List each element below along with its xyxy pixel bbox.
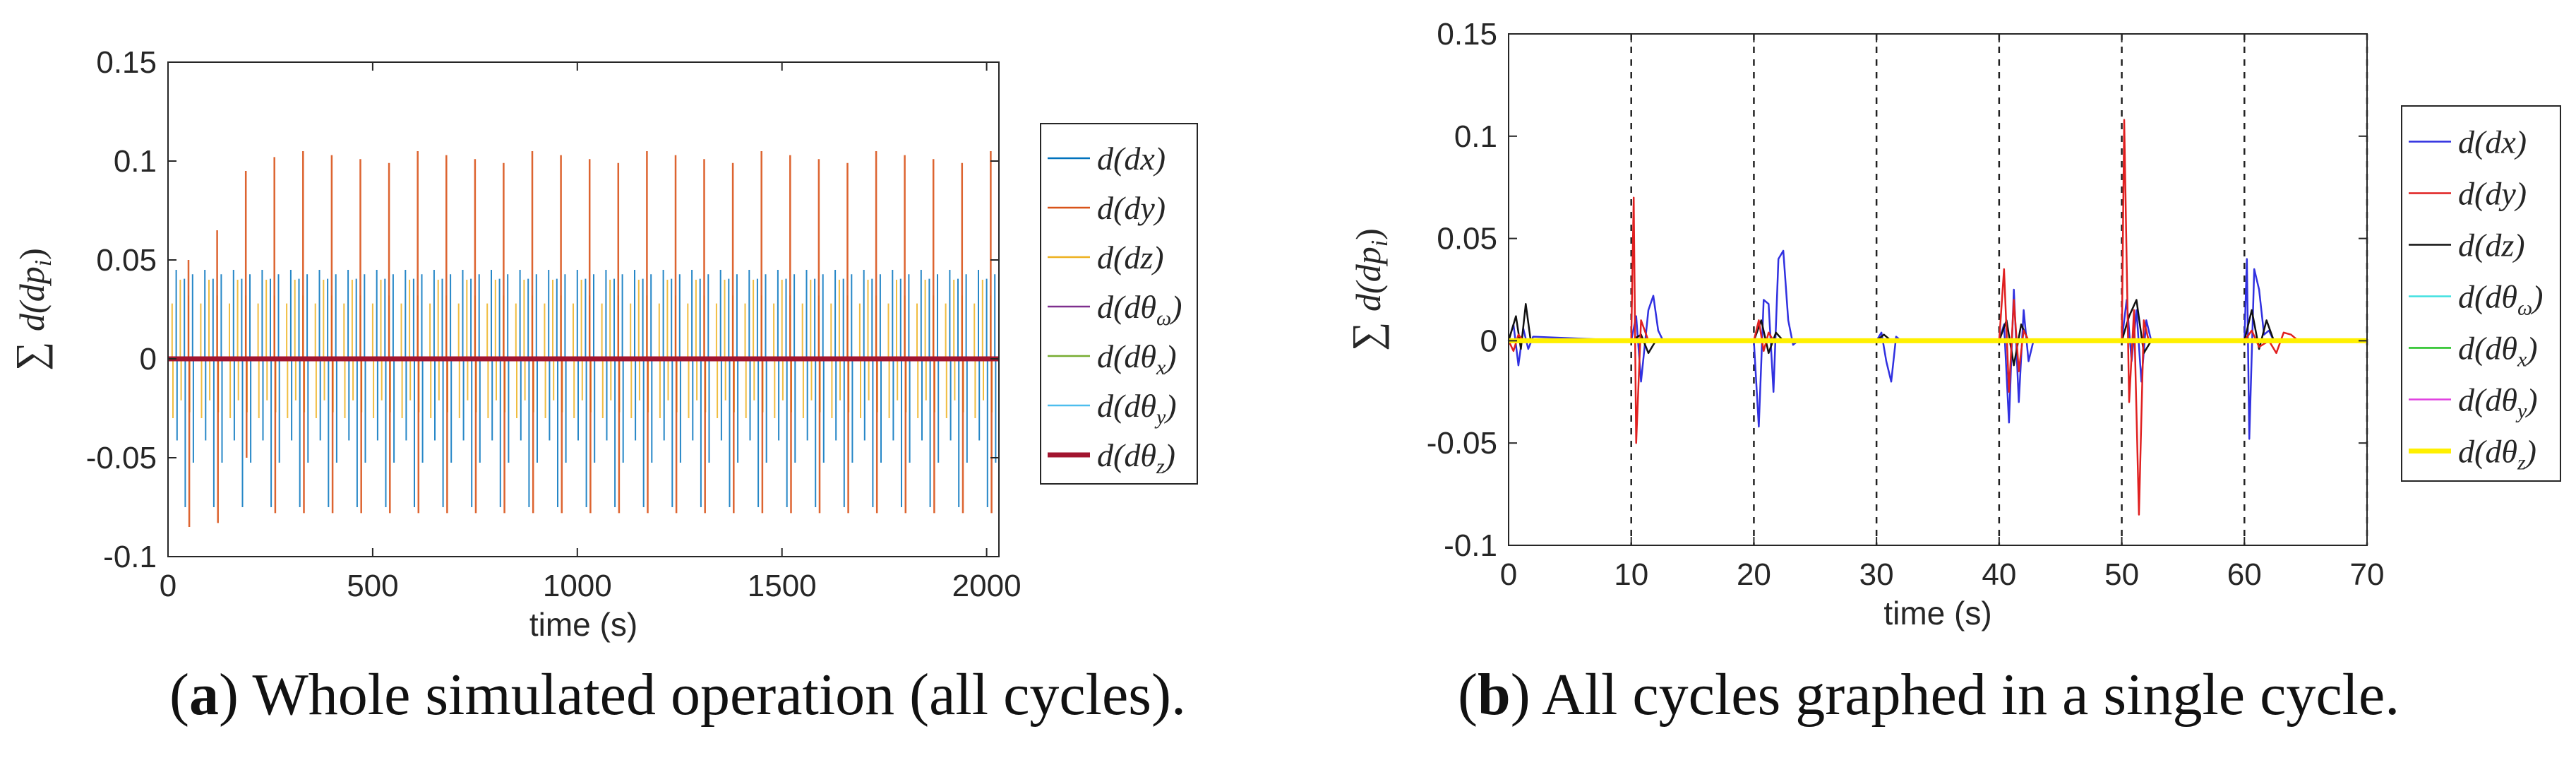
- legend-entry-a-4: d(dθx): [1097, 338, 1177, 379]
- x-tick-label: 40: [1982, 557, 2016, 592]
- plot-a: 0 500 1000 1500 2000 0.15 0.1 0.05 0 -0.05 -0.1 tim…: [7, 45, 1198, 643]
- legend-b: [2401, 105, 2561, 482]
- x-axis-label: time (s): [1883, 595, 1991, 631]
- series-dy: [187, 151, 993, 527]
- legend-entry-a-0: d(dx): [1097, 141, 1166, 177]
- y-tick-label: 0.15: [1437, 17, 1497, 52]
- x-tick-label: 70: [2350, 557, 2385, 592]
- axes-box-b: [1508, 33, 2368, 546]
- x-tick-label: 0: [1500, 557, 1517, 592]
- x-tick-label: 2000: [952, 569, 1022, 603]
- legend-entry-b-3: d(dθω): [2458, 279, 2543, 320]
- legend-entry-a-6: d(dθz): [1097, 437, 1175, 478]
- legend-entry-a-3: d(dθω): [1097, 289, 1182, 330]
- x-tick-label: 1000: [543, 569, 612, 603]
- y-tick-label: -0.05: [86, 441, 157, 475]
- x-tick-label: 20: [1737, 557, 1771, 592]
- x-tick-label: 60: [2227, 557, 2262, 592]
- series-dx: [175, 270, 997, 507]
- plot-area-a: [168, 62, 999, 557]
- legend-entry-b-4: d(dθx): [2458, 331, 2538, 372]
- x-tick-label: 1500: [748, 569, 817, 603]
- series-1: [1507, 119, 2299, 516]
- x-tick-label: 30: [1859, 557, 1894, 592]
- axes-box-a: [167, 61, 1000, 557]
- legend-entry-a-2: d(dz): [1097, 239, 1164, 275]
- y-axis-label: ∑ d(dpi): [1343, 228, 1393, 351]
- caption-b-label: b: [1477, 662, 1511, 728]
- caption-a: (a) Whole simulated operation (all cycle…: [169, 662, 1186, 728]
- y-tick-label: -0.05: [1427, 426, 1497, 461]
- legend-a: [1040, 123, 1198, 485]
- plot-b: 0 10 20 30 40 50 60 70 0.15 0.1 0.05 0 -0.05 -0.1 time…: [1343, 17, 2561, 631]
- legend-entry-b-0: d(dx): [2458, 124, 2527, 160]
- caption-b-text: All cycles graphed in a single cycle.: [1542, 662, 2400, 728]
- x-axis-label: time (s): [529, 606, 637, 643]
- plot-area-b: [1509, 34, 2367, 545]
- x-tick-label: 500: [347, 569, 398, 603]
- legend-entry-b-5: d(dθy): [2458, 382, 2538, 423]
- legend-entry-b-6: d(dθz): [2458, 434, 2536, 475]
- y-tick-label: 0: [1480, 324, 1497, 358]
- y-tick-label: 0.1: [1454, 119, 1497, 154]
- caption-a-label: a: [188, 662, 219, 728]
- caption-b: (b) All cycles graphed in a single cycle…: [1458, 662, 2400, 728]
- legend-entry-a-5: d(dθy): [1097, 388, 1177, 429]
- x-tick-label: 0: [160, 569, 176, 603]
- y-axis-label: ∑ d(dpi): [7, 248, 56, 371]
- caption-a-text: Whole simulated operation (all cycles).: [252, 662, 1186, 728]
- y-tick-label: 0.05: [96, 243, 157, 278]
- legend-entry-b-1: d(dy): [2458, 176, 2527, 212]
- y-tick-label: 0.1: [114, 144, 157, 179]
- legend-entry-b-2: d(dz): [2458, 227, 2525, 263]
- y-tick-label: -0.1: [1444, 528, 1497, 563]
- y-tick-label: 0: [140, 342, 157, 376]
- y-tick-label: 0.15: [96, 45, 157, 80]
- y-tick-label: -0.1: [103, 540, 157, 574]
- x-tick-label: 10: [1614, 557, 1648, 592]
- legend-entry-a-1: d(dy): [1097, 190, 1166, 226]
- x-tick-label: 50: [2104, 557, 2139, 592]
- y-tick-label: 0.05: [1437, 222, 1497, 256]
